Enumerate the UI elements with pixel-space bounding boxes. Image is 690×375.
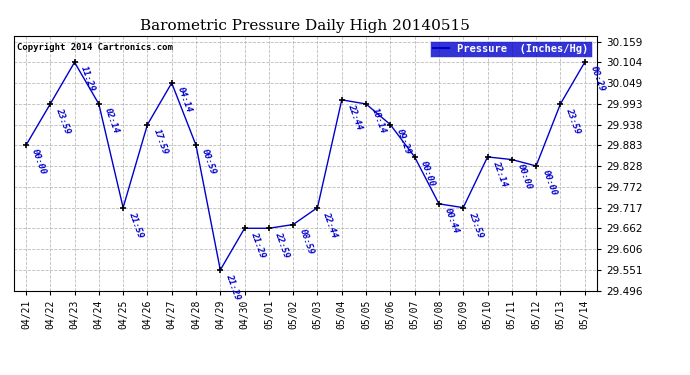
Text: 22:44: 22:44 [346,103,364,131]
Text: 00:00: 00:00 [419,160,437,188]
Text: 10:14: 10:14 [371,107,388,135]
Text: 23:59: 23:59 [467,210,485,239]
Text: 08:29: 08:29 [589,65,607,93]
Text: Copyright 2014 Cartronics.com: Copyright 2014 Cartronics.com [17,43,172,52]
Legend: Pressure  (Inches/Hg): Pressure (Inches/Hg) [430,41,591,57]
Text: 22:14: 22:14 [492,160,509,188]
Text: 21:29: 21:29 [249,231,266,260]
Text: 23:59: 23:59 [564,107,582,135]
Text: 00:00: 00:00 [516,162,533,190]
Text: 04:14: 04:14 [176,86,193,114]
Text: 22:59: 22:59 [273,231,290,260]
Text: 21:29: 21:29 [224,273,242,301]
Text: 17:59: 17:59 [152,128,169,156]
Text: 09:29: 09:29 [395,128,412,156]
Text: 00:44: 00:44 [443,207,461,235]
Text: 11:29: 11:29 [79,65,97,93]
Text: 02:14: 02:14 [103,107,121,135]
Title: Barometric Pressure Daily High 20140515: Barometric Pressure Daily High 20140515 [140,19,471,33]
Text: 08:59: 08:59 [297,227,315,256]
Text: 00:00: 00:00 [30,148,48,176]
Text: 00:59: 00:59 [200,148,218,176]
Text: 23:59: 23:59 [55,107,72,135]
Text: 22:44: 22:44 [322,210,339,239]
Text: 00:00: 00:00 [540,169,558,197]
Text: 21:59: 21:59 [127,210,145,239]
